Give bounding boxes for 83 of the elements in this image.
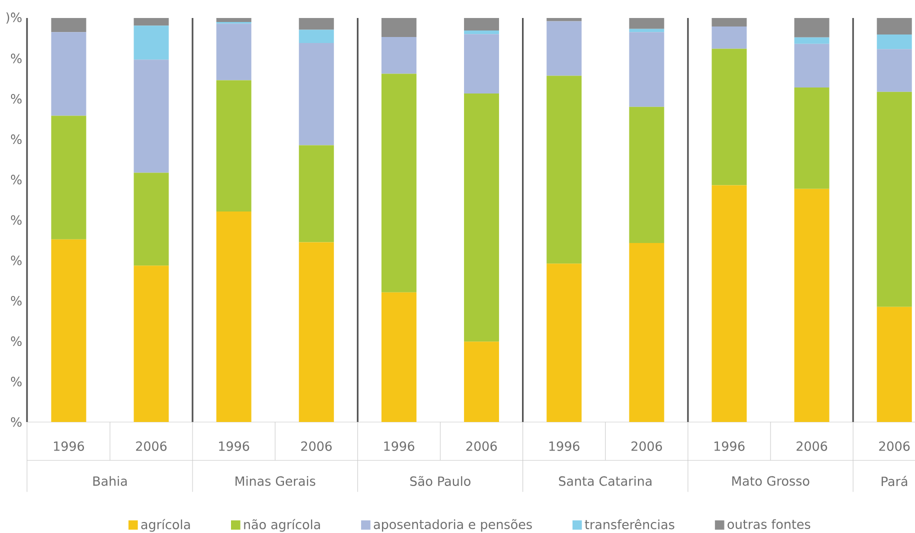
bar	[51, 116, 86, 240]
bar	[712, 18, 747, 26]
bar	[464, 94, 500, 342]
bar	[629, 18, 664, 29]
bar	[876, 92, 912, 307]
text: Santa Catarina	[558, 476, 652, 486]
legend-label: agrícola	[141, 518, 190, 532]
text: %	[10, 54, 22, 64]
x-tick-label: 1996	[549, 441, 580, 451]
bar	[134, 18, 169, 26]
legend-label: não agrícola	[244, 518, 320, 532]
bar	[629, 106, 664, 244]
bar	[629, 28, 664, 32]
bar	[134, 60, 169, 173]
bar	[464, 34, 500, 94]
text: Mato Grosso	[732, 476, 810, 486]
text: %	[10, 417, 22, 427]
bar	[216, 24, 252, 80]
bar	[712, 26, 747, 49]
text: %	[10, 376, 22, 386]
bar	[876, 34, 912, 50]
bar	[464, 30, 500, 34]
text: %	[10, 336, 22, 346]
bar	[381, 18, 416, 37]
text: %	[10, 215, 22, 225]
x-tick-label: 2006	[136, 441, 167, 451]
text: %	[10, 94, 22, 104]
bar	[298, 242, 334, 422]
bar	[134, 26, 169, 60]
bar	[876, 306, 912, 422]
bar	[546, 264, 582, 422]
text: Bahia	[93, 476, 127, 486]
legend-label: aposentadoria e pensões	[374, 519, 532, 532]
bar	[794, 18, 830, 38]
x-tick-label: 2006	[796, 441, 828, 451]
bar	[876, 49, 912, 92]
x-tick-label: 2006	[631, 441, 662, 451]
bar	[712, 185, 747, 422]
bar	[216, 80, 252, 212]
x-tick-label: 1996	[54, 441, 84, 451]
x-tick-label: 2006	[466, 441, 497, 451]
text: %	[10, 134, 22, 144]
text: %	[10, 174, 22, 184]
text: %	[10, 296, 22, 306]
bar	[794, 87, 830, 189]
x-tick-label: 1996	[714, 441, 745, 451]
bar	[876, 18, 912, 35]
text: )%	[6, 12, 22, 24]
bar	[629, 32, 664, 107]
bar	[51, 239, 86, 422]
bar	[298, 43, 334, 146]
legend-label: transferências	[584, 518, 674, 530]
bar	[216, 212, 252, 422]
bar	[134, 266, 169, 422]
bar	[134, 172, 169, 266]
bar	[546, 76, 582, 264]
bar	[546, 18, 582, 22]
bar	[794, 188, 830, 422]
bar	[712, 48, 747, 186]
bar	[794, 37, 830, 44]
text: São Paulo	[410, 476, 470, 486]
bar	[464, 18, 500, 31]
x-tick-label: 2006	[879, 441, 910, 451]
x-tick-label: 1996	[219, 441, 250, 451]
bar	[51, 18, 86, 32]
bar	[381, 74, 416, 292]
x-tick-label: 2006	[301, 441, 332, 451]
legend-label: outras fontes	[728, 519, 810, 530]
text: %	[10, 256, 22, 266]
bar	[381, 292, 416, 422]
bar	[216, 18, 252, 22]
bar	[381, 36, 416, 74]
bar	[298, 145, 334, 242]
text: Pará	[882, 476, 908, 486]
bar	[51, 32, 86, 116]
bar	[298, 30, 334, 44]
bar	[546, 21, 582, 76]
bar	[464, 342, 500, 422]
x-tick-label: 1996	[384, 441, 414, 451]
bar	[629, 243, 664, 422]
text: Minas Gerais	[236, 476, 316, 486]
bar	[298, 18, 334, 30]
bar	[794, 44, 830, 88]
